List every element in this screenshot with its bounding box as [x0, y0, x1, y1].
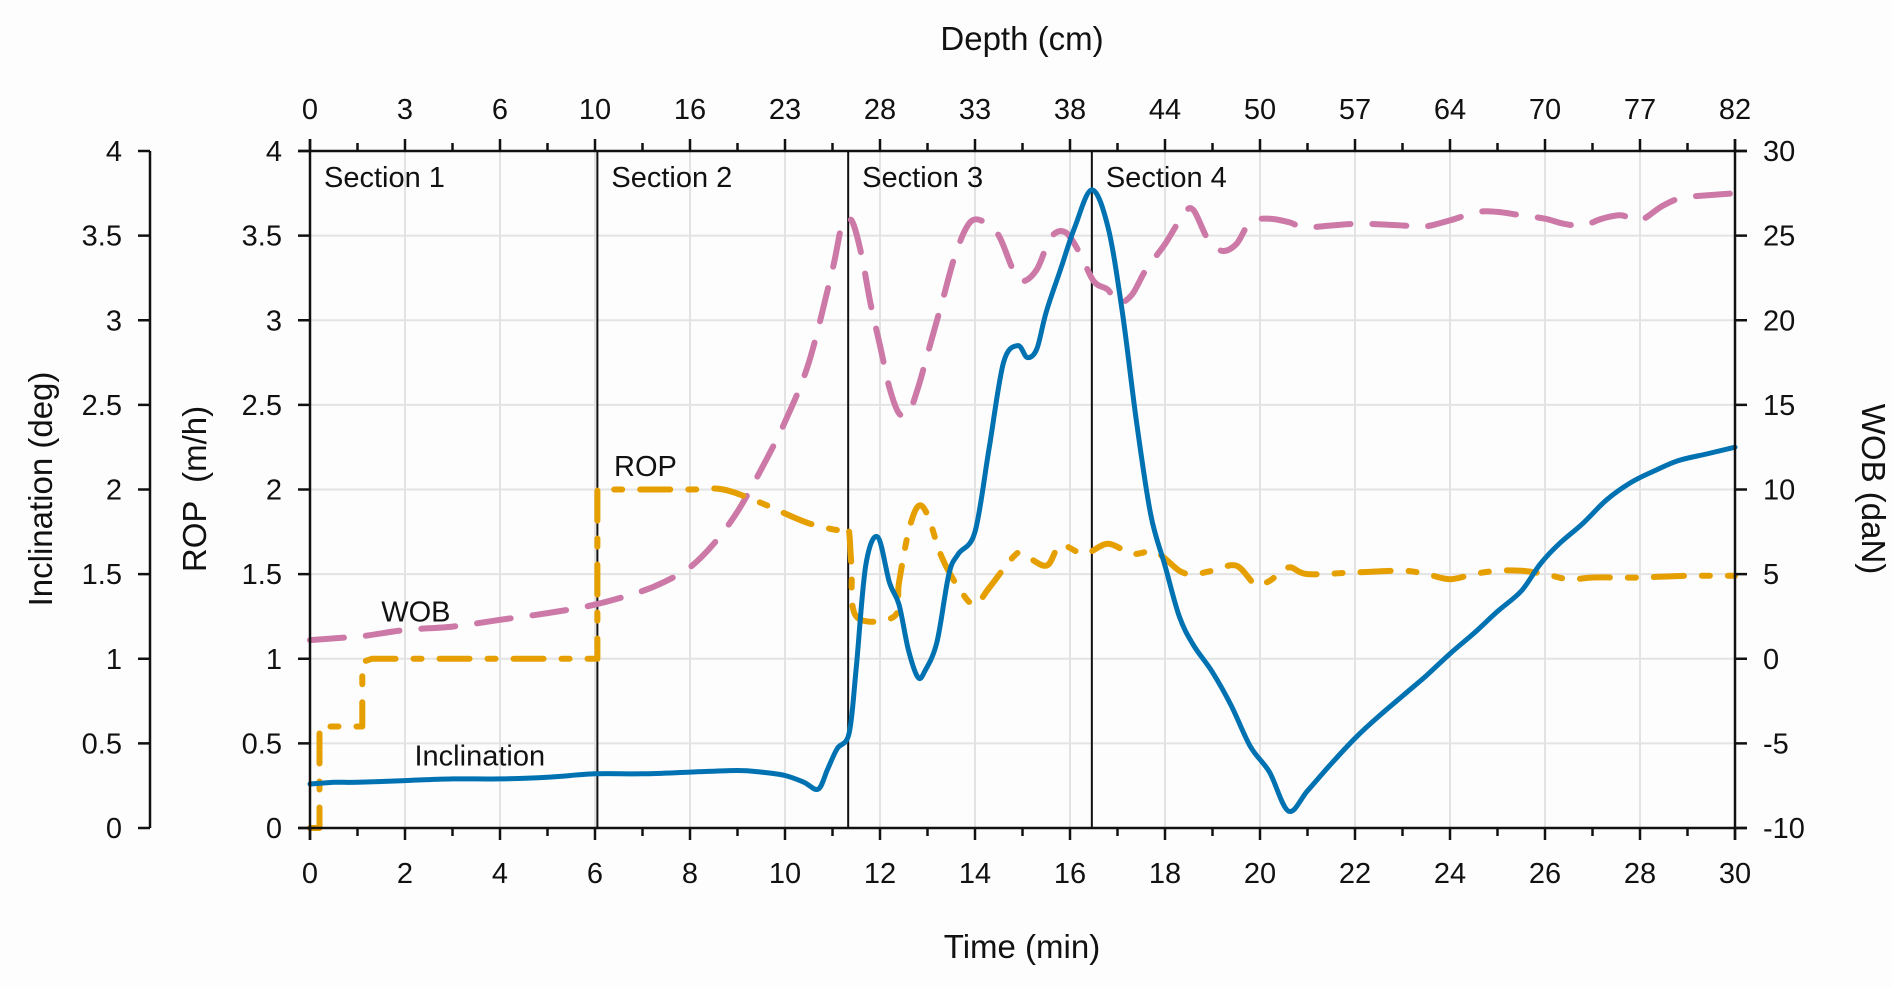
wob-tick-label: 5 — [1763, 559, 1779, 591]
inclination-tick-label: 0 — [106, 813, 122, 845]
x-tick-label: 12 — [864, 858, 896, 890]
x-tick-label: 22 — [1339, 858, 1371, 890]
series-label-wob: WOB — [381, 597, 450, 629]
inclination-tick-label: 1.5 — [82, 559, 122, 591]
wob-tick-label: 15 — [1763, 390, 1795, 422]
series-layer — [307, 187, 1738, 831]
rop-tick-label: 0 — [266, 813, 282, 845]
inclination-tick-label: 1 — [106, 644, 122, 676]
y-axis-title-rop: ROP (m/h) — [176, 406, 213, 572]
rop-tick-label: 4 — [266, 136, 282, 168]
inclination-tick-label: 2.5 — [82, 390, 122, 422]
x2-tick-label: 0 — [302, 94, 318, 126]
rop-tick-label: 3 — [266, 305, 282, 337]
x2-tick-label: 28 — [864, 94, 896, 126]
series-line-inclination — [307, 187, 1738, 814]
x2-tick-label: 44 — [1149, 94, 1181, 126]
x2-tick-label: 38 — [1054, 94, 1086, 126]
wob-tick-label: 25 — [1763, 221, 1795, 253]
x-tick-label: 4 — [492, 858, 508, 890]
wob-tick-label: -10 — [1763, 813, 1805, 845]
section-label: Section 3 — [862, 162, 983, 194]
x-tick-label: 30 — [1719, 858, 1751, 890]
x2-tick-label: 3 — [397, 94, 413, 126]
x2-tick-label: 82 — [1719, 94, 1751, 126]
axes — [138, 139, 1747, 840]
wob-tick-label: 30 — [1763, 136, 1795, 168]
rop-tick-label: 1.5 — [242, 559, 282, 591]
labels: 0 2 4 6 8 10 12 14 16 18 20 22 24 26 28 300 3 6 10 16 23 28 33… — [82, 94, 1805, 890]
gridlines — [310, 151, 1735, 828]
wob-tick-label: 10 — [1763, 475, 1795, 507]
x-tick-label: 0 — [302, 858, 318, 890]
inclination-tick-label: 3 — [106, 305, 122, 337]
series-label-rop: ROP — [614, 451, 677, 483]
x2-tick-label: 64 — [1434, 94, 1466, 126]
x-tick-label: 24 — [1434, 858, 1466, 890]
y-axis-title-wob: WOB (daN) — [1855, 404, 1892, 575]
x-tick-label: 16 — [1054, 858, 1086, 890]
x2-tick-label: 50 — [1244, 94, 1276, 126]
x-tick-label: 20 — [1244, 858, 1276, 890]
series-label-inclination: Inclination — [415, 740, 546, 772]
series-line-rop — [307, 485, 1738, 831]
wob-tick-label: 20 — [1763, 305, 1795, 337]
wob-tick-label: 0 — [1763, 644, 1779, 676]
x2-tick-label: 10 — [579, 94, 611, 126]
inclination-tick-label: 0.5 — [82, 728, 122, 760]
x2-tick-label: 6 — [492, 94, 508, 126]
section-label: Section 4 — [1106, 162, 1227, 194]
wob-tick-label: -5 — [1763, 728, 1789, 760]
rop-tick-label: 0.5 — [242, 728, 282, 760]
x-tick-label: 10 — [769, 858, 801, 890]
x2-tick-label: 23 — [769, 94, 801, 126]
x2-tick-label: 16 — [674, 94, 706, 126]
x2-tick-label: 57 — [1339, 94, 1371, 126]
x-tick-label: 26 — [1529, 858, 1561, 890]
inclination-tick-label: 3.5 — [82, 221, 122, 253]
x2-tick-label: 33 — [959, 94, 991, 126]
section-label: Section 1 — [324, 162, 445, 194]
series-line-wob — [307, 190, 1738, 644]
x-tick-label: 8 — [682, 858, 698, 890]
rop-tick-label: 2.5 — [242, 390, 282, 422]
x-tick-label: 14 — [959, 858, 991, 890]
rop-tick-label: 3.5 — [242, 221, 282, 253]
inclination-tick-label: 4 — [106, 136, 122, 168]
rop-tick-label: 1 — [266, 644, 282, 676]
y-axis-title-inclination: Inclination (deg) — [22, 372, 59, 607]
rop-tick-label: 2 — [266, 475, 282, 507]
x2-tick-label: 70 — [1529, 94, 1561, 126]
x2-tick-label: 77 — [1624, 94, 1656, 126]
x-axis-title: Time (min) — [944, 928, 1100, 965]
x-tick-label: 18 — [1149, 858, 1181, 890]
x-tick-label: 6 — [587, 858, 603, 890]
x-tick-label: 28 — [1624, 858, 1656, 890]
inclination-tick-label: 2 — [106, 475, 122, 507]
section-label: Section 2 — [611, 162, 732, 194]
x2-axis-title: Depth (cm) — [940, 20, 1103, 57]
x-tick-label: 2 — [397, 858, 413, 890]
